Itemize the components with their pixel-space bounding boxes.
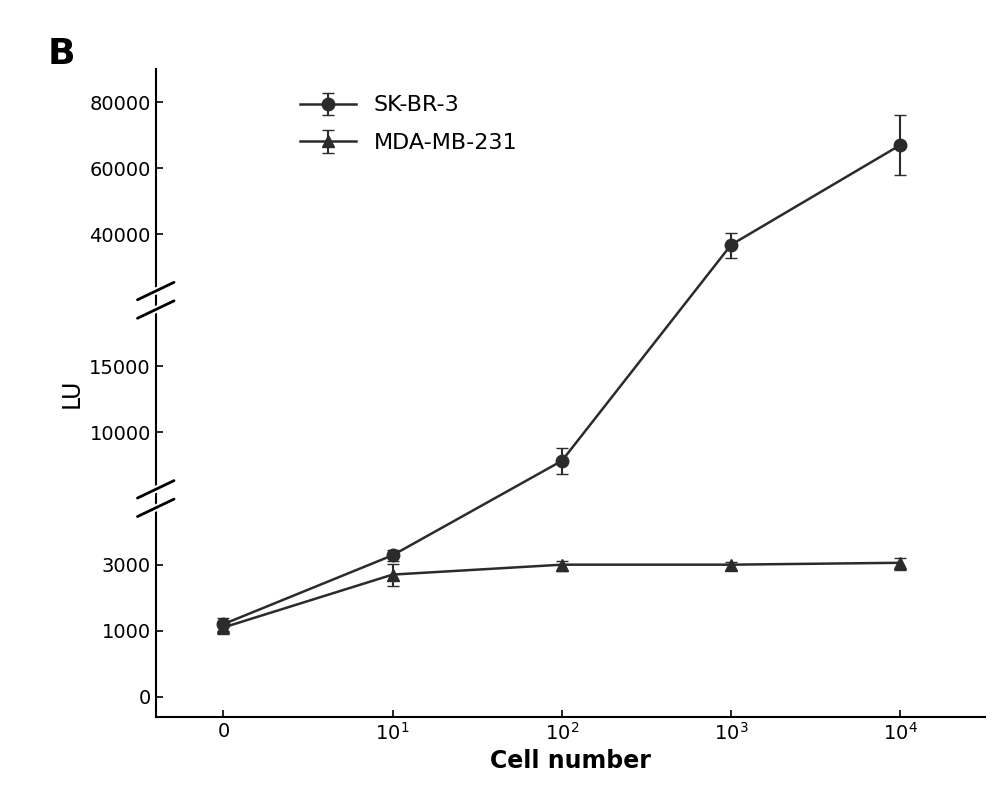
X-axis label: Cell number: Cell number bbox=[490, 749, 651, 773]
Legend: SK-BR-3, MDA-MB-231: SK-BR-3, MDA-MB-231 bbox=[291, 87, 526, 162]
Y-axis label: LU: LU bbox=[60, 378, 84, 407]
Text: B: B bbox=[48, 36, 75, 71]
